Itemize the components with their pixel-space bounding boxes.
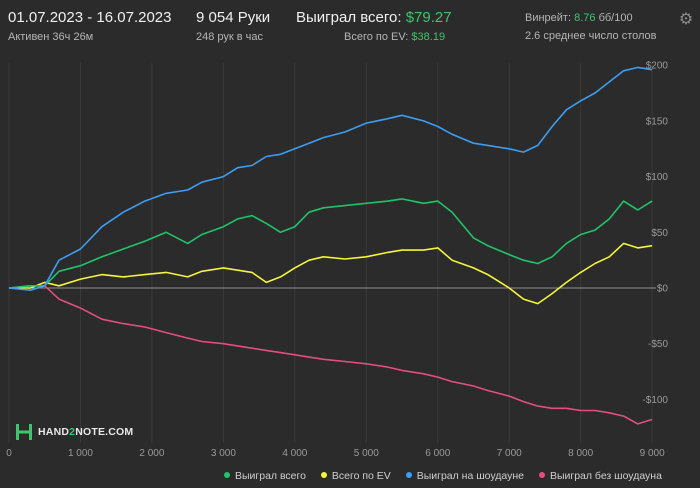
x-tick-label: 1 000 [68,448,93,459]
x-tick-label: 5 000 [354,448,379,459]
legend-dot-ev [320,472,327,479]
legend-item-showdown[interactable]: Выиграл на шоудауне [405,470,525,482]
ev-total-value: $38.19 [411,31,446,43]
y-tick-label: -$50 [648,339,668,350]
x-tick-label: 0 [6,448,12,459]
winrate-value: 8.76 [574,12,596,24]
y-tick-label: $200 [646,61,669,72]
y-tick-label: -$100 [642,395,668,406]
legend-item-ev[interactable]: Всего по EV [320,470,391,482]
x-tick-label: 7 000 [497,448,522,459]
series-line-showdown [8,66,653,291]
ev-total-label: Всего по EV: [344,31,409,43]
winrate-unit: бб/100 [598,12,633,24]
legend-dot-showdown [405,472,412,479]
series-line-ev [9,242,653,305]
hand2note-logo-icon [16,424,32,440]
legend-label-non-showdown: Выиграл без шоудауна [549,470,662,482]
legend-label-won-total: Выиграл всего [235,470,306,482]
x-tick-label: 9 000 [640,448,665,459]
x-tick-label: 2 000 [139,448,164,459]
won-total-label: Выиграл всего: [296,9,402,26]
winrate-label: Винрейт: [525,12,572,24]
legend-dot-non-showdown [538,472,545,479]
avg-tables: 2.6 среднее число столов [525,30,657,42]
legend-label-showdown: Выиграл на шоудауне [416,470,525,482]
x-tick-label: 8 000 [568,448,593,459]
y-tick-label: $150 [646,116,669,127]
x-tick-label: 4 000 [282,448,307,459]
ev-total-summary: Всего по EV: $38.19 [344,31,445,43]
series-line-won-total [8,198,653,289]
active-time: Активен 36ч 26м [8,31,94,43]
legend-item-won-total[interactable]: Выиграл всего [224,470,306,482]
chart-legend: Выиграл всего Всего по EV Выиграл на шоу… [224,470,674,486]
x-tick-label: 6 000 [425,448,450,459]
series-line-non-showdown [8,285,653,425]
hand2note-logo: HAND2NOTE.COM [14,422,133,442]
logo-text: HAND2NOTE.COM [38,426,134,438]
y-tick-label: $100 [646,172,669,183]
y-tick-label: $0 [657,284,669,295]
won-total-value: $79.27 [405,9,452,26]
won-total-summary: Выиграл всего: $79.27 [296,9,452,26]
x-tick-label: 3 000 [211,448,236,459]
legend-label-ev: Всего по EV [331,470,391,482]
profit-chart: 0 1 000 2 000 3 000 4 000 5 000 6 000 7 000 8 00… [6,61,669,459]
hands-per-hour: 248 рук в час [196,31,264,43]
winrate-summary: Винрейт: 8.76 бб/100 [525,12,633,24]
header: 01.07.2023 - 16.07.2023 Активен 36ч 26м … [0,0,700,50]
legend-item-non-showdown[interactable]: Выиграл без шоудауна [538,470,662,482]
hands-count: 9 054 Руки [196,9,271,26]
y-tick-label: $50 [651,228,668,239]
legend-dot-won-total [224,472,230,479]
gear-icon[interactable]: ⚙ [678,11,694,28]
date-range: 01.07.2023 - 16.07.2023 [8,9,172,26]
